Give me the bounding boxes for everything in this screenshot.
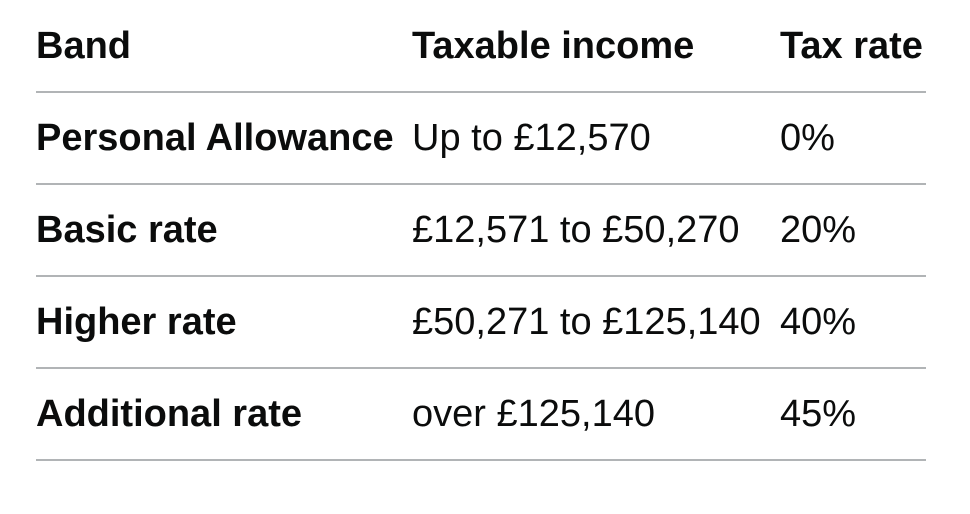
table-row-additional-rate: Additional rate over £125,140 45% bbox=[36, 368, 926, 461]
table-row-basic-rate: Basic rate £12,571 to £50,270 20% bbox=[36, 184, 926, 277]
taxable-income-cell: £50,271 to £125,140 bbox=[412, 276, 780, 369]
income-tax-bands-table: Band Taxable income Tax rate Personal Al… bbox=[36, 0, 926, 461]
tax-rate-cell: 0% bbox=[780, 92, 926, 185]
taxable-income-cell: £12,571 to £50,270 bbox=[412, 184, 780, 277]
column-header-tax-rate: Tax rate bbox=[780, 0, 926, 93]
table-row-personal-allowance: Personal Allowance Up to £12,570 0% bbox=[36, 92, 926, 185]
tax-rate-cell: 40% bbox=[780, 276, 926, 369]
tax-rate-cell: 20% bbox=[780, 184, 926, 277]
taxable-income-cell: over £125,140 bbox=[412, 368, 780, 461]
band-cell: Higher rate bbox=[36, 276, 412, 369]
band-cell: Personal Allowance bbox=[36, 92, 412, 185]
table-row-higher-rate: Higher rate £50,271 to £125,140 40% bbox=[36, 276, 926, 369]
tax-rate-cell: 45% bbox=[780, 368, 926, 461]
column-header-taxable-income: Taxable income bbox=[412, 0, 780, 93]
band-cell: Basic rate bbox=[36, 184, 412, 277]
table-header-row: Band Taxable income Tax rate bbox=[36, 0, 926, 93]
taxable-income-cell: Up to £12,570 bbox=[412, 92, 780, 185]
band-cell: Additional rate bbox=[36, 368, 412, 461]
column-header-band: Band bbox=[36, 0, 412, 93]
